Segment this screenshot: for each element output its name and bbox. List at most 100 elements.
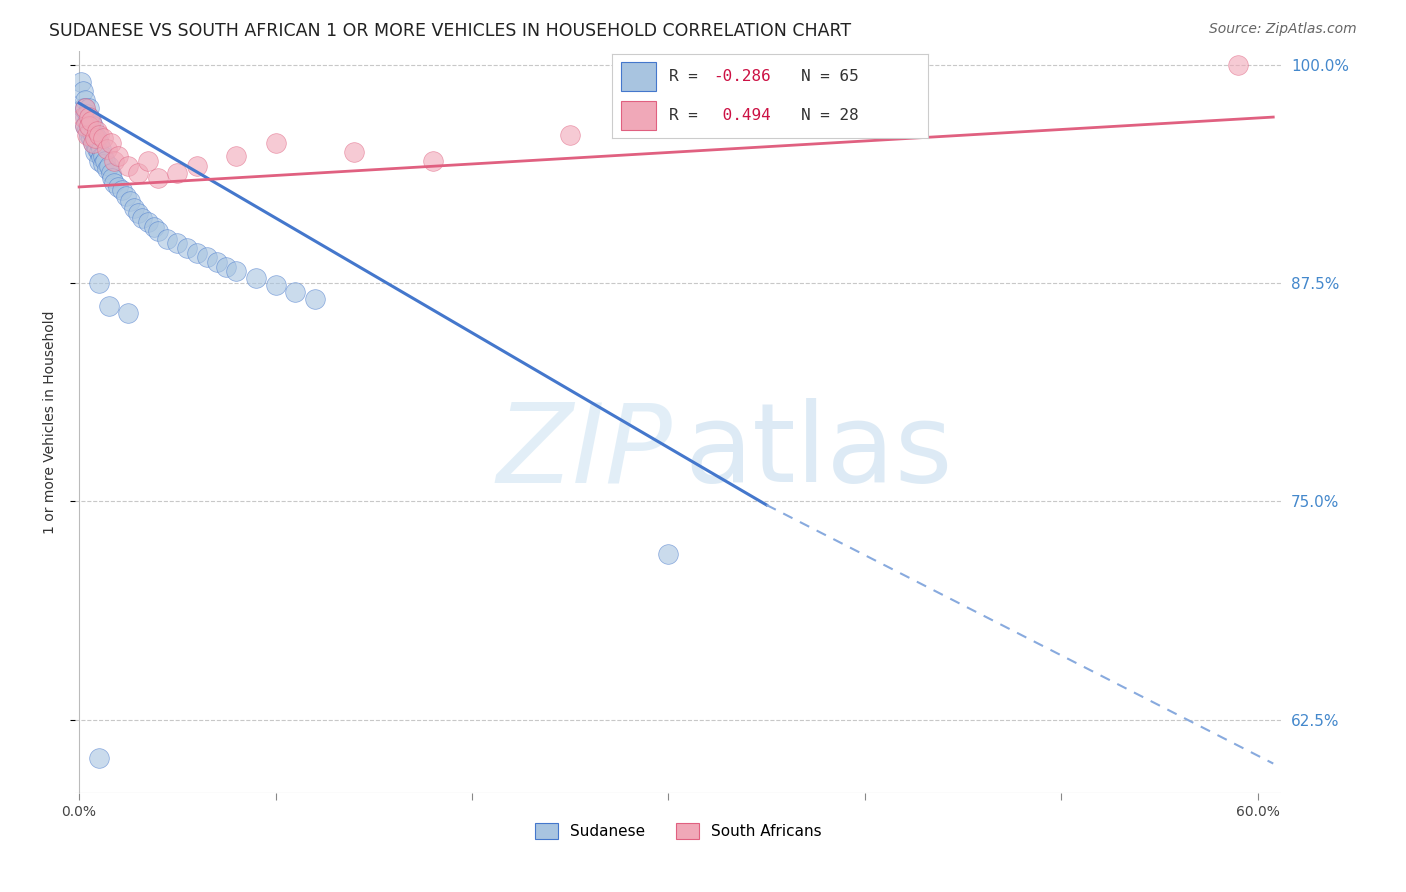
Point [76,128,98,142]
Point [91,131,114,145]
Point [156,232,179,246]
Point [73,93,96,107]
Point [205,255,228,269]
Point [186,246,208,260]
Point [83,145,105,159]
Text: R =: R = [669,69,707,84]
Point [77,119,100,133]
Point [97,299,120,313]
Point [86,142,108,156]
Point [83,128,105,142]
Point [225,264,247,278]
Point [77,128,100,142]
Point [264,277,287,292]
Text: N = 28: N = 28 [801,108,859,123]
Bar [621,101,655,130]
Point [186,159,208,173]
Point [122,201,145,215]
Point [70,75,93,89]
Point [146,171,169,186]
Point [77,119,100,133]
Point [90,150,112,164]
Point [136,215,159,229]
Point [103,153,125,168]
Point [87,751,110,765]
Point [103,177,125,191]
Point [80,124,103,138]
Point [91,148,114,162]
Point [131,211,153,226]
Point [107,148,129,162]
Point [76,106,98,120]
Point [77,110,100,124]
Point [127,206,149,220]
Point [101,171,124,186]
Point [117,306,139,320]
Point [73,119,96,133]
Point [72,110,94,124]
Point [136,153,159,168]
Point [82,119,104,133]
Point [100,166,122,180]
Point [264,136,287,151]
Point [117,159,139,173]
Point [87,136,110,151]
Point [97,159,120,173]
Point [142,220,165,235]
Text: N = 65: N = 65 [801,69,859,84]
Text: SUDANESE VS SOUTH AFRICAN 1 OR MORE VEHICLES IN HOUSEHOLD CORRELATION CHART: SUDANESE VS SOUTH AFRICAN 1 OR MORE VEHI… [49,22,852,40]
Point [73,110,96,124]
Point [83,136,105,151]
Point [86,124,108,138]
Point [76,113,98,128]
Point [80,113,103,128]
Point [83,131,105,145]
Legend: Sudanese, South Africans: Sudanese, South Africans [529,817,828,846]
Point [73,119,96,133]
Point [82,128,104,142]
Point [72,84,94,98]
Point [73,101,96,115]
Text: ZIP: ZIP [496,398,672,505]
Point [115,188,138,202]
Text: atlas: atlas [685,398,953,505]
Point [304,292,326,306]
Text: Source: ZipAtlas.com: Source: ZipAtlas.com [1209,22,1357,37]
Text: R =: R = [669,108,707,123]
Point [90,142,112,156]
Point [73,101,96,115]
Point [422,153,444,168]
Point [215,260,238,275]
Point [93,153,115,168]
Point [284,285,307,299]
Point [225,148,247,162]
Point [77,110,100,124]
Point [100,136,122,151]
Point [87,153,110,168]
Point [80,113,103,128]
Point [82,136,104,151]
Point [111,184,134,198]
Point [343,145,366,159]
Point [195,250,218,264]
Point [166,166,188,180]
Point [87,128,110,142]
Point [76,122,98,136]
Point [245,270,267,285]
Point [657,547,679,561]
Point [120,194,142,208]
Point [166,235,188,250]
Point [80,131,103,145]
Point [146,224,169,238]
Point [96,162,118,177]
Point [176,241,198,255]
Text: 0.494: 0.494 [713,108,770,123]
Point [72,101,94,115]
Point [82,136,104,151]
Point [77,101,100,115]
Point [87,276,110,290]
Point [1226,57,1249,71]
Point [107,180,129,194]
Point [127,166,149,180]
Point [91,157,114,171]
